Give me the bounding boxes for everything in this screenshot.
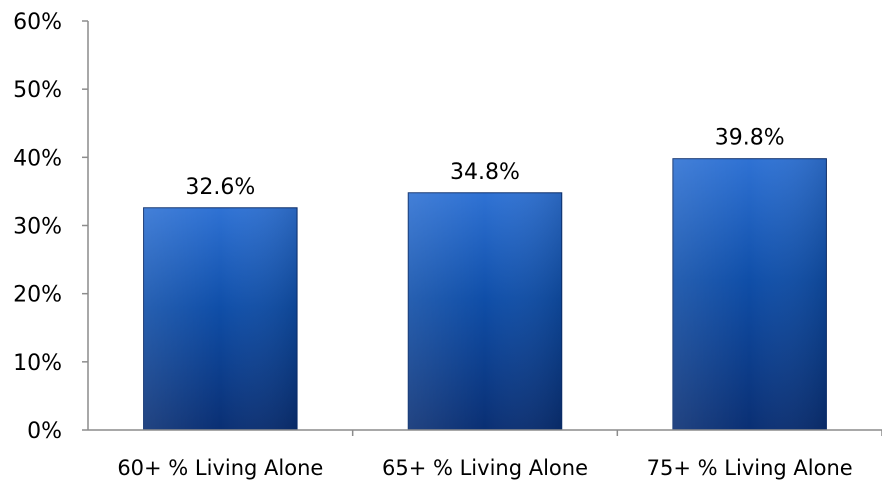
y-tick-label: 10% (13, 351, 62, 376)
y-axis: 0% 10% 20% 30% 40% 50% 60% (13, 10, 89, 444)
data-label: 32.6% (185, 175, 255, 200)
x-axis: 60+ % Living Alone 65+ % Living Alone 75+ … (88, 429, 882, 480)
y-tick-label: 20% (13, 283, 62, 308)
y-tick-label: 30% (13, 215, 62, 240)
x-category-label: 60+ % Living Alone (117, 456, 323, 480)
data-label: 39.8% (715, 126, 785, 151)
data-label: 34.8% (450, 160, 520, 185)
y-tick-label: 40% (13, 146, 62, 171)
x-category-label: 75+ % Living Alone (647, 456, 853, 480)
bar-sheen (408, 192, 562, 430)
bar-sheen (143, 207, 298, 430)
y-tick-label: 60% (13, 10, 62, 35)
bars: 32.6% 34.8% 39.8% (143, 126, 827, 431)
y-tick-label: 0% (27, 419, 62, 444)
bar-sheen (672, 158, 827, 431)
x-category-label: 65+ % Living Alone (382, 456, 588, 480)
y-tick-label: 50% (13, 78, 62, 103)
